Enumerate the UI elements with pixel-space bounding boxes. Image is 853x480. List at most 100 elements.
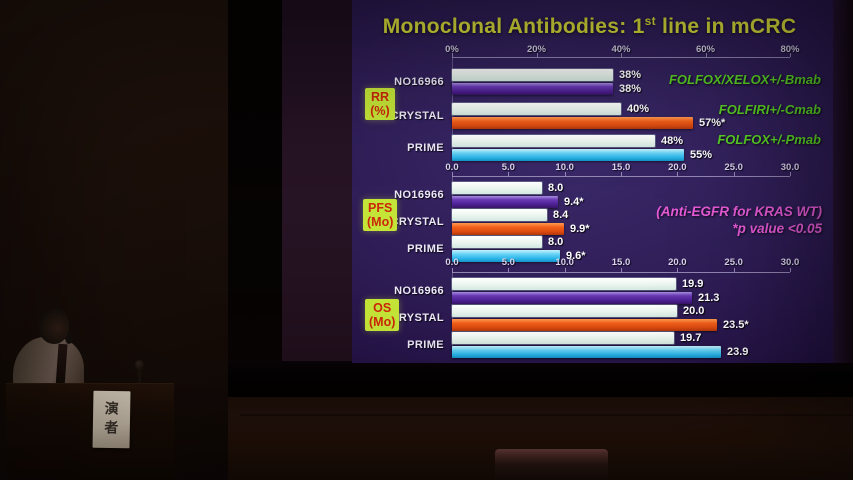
slide-title-superscript: st	[644, 14, 656, 28]
axis-tick-label-rr: 40%	[611, 44, 631, 55]
axis-tick-label-rr: 80%	[780, 44, 800, 55]
axis-tick-label-os: 5.0	[501, 257, 515, 268]
podium: 演者	[6, 383, 174, 480]
category-label-rr-prime: PRIME	[407, 142, 444, 154]
screen-right-shadow	[833, 0, 853, 363]
value-label-rr-no16966-2: 38%	[619, 83, 642, 95]
bar-pfs-crystal-1	[452, 209, 547, 221]
axis-tick-mark-pfs	[733, 172, 735, 176]
value-label-os-no16966-1: 19.9	[682, 278, 704, 290]
screen-bottom-shadow	[228, 361, 853, 397]
value-label-os-no16966-2: 21.3	[698, 292, 720, 304]
axis-tick-mark-os	[790, 268, 791, 272]
axis-tick-label-rr: 20%	[526, 44, 547, 55]
category-label-os-prime: PRIME	[407, 339, 444, 351]
axis-line-pfs	[452, 176, 790, 177]
axis-line-rr	[452, 57, 790, 58]
axis-tick-label-os: 25.0	[724, 257, 743, 268]
axis-tick-mark-pfs	[621, 172, 622, 176]
bar-rr-prime-1	[452, 135, 655, 147]
speaker-body	[13, 337, 84, 388]
slide-title-text: Monoclonal Antibodies: 1	[382, 15, 645, 38]
bar-os-no16966-1	[452, 278, 676, 290]
value-label-rr-no16966-1: 38%	[619, 69, 642, 81]
axis-tick-mark-os	[677, 268, 679, 272]
axis-line-os	[452, 272, 790, 273]
screen-left-shadow	[228, 0, 282, 402]
bar-pfs-no16966-2	[452, 196, 558, 208]
note-p-value: *p value <0.05	[732, 221, 822, 236]
axis-tick-label-pfs: 15.0	[611, 162, 631, 173]
axis-tick-mark-os	[508, 268, 510, 272]
value-label-pfs-prime-2: 9.6*	[566, 250, 586, 262]
axis-tick-mark-os	[452, 268, 453, 272]
axis-tick-mark-rr	[452, 53, 453, 57]
axis-tick-mark-rr	[790, 53, 791, 57]
category-label-rr-crystal: CRYSTAL	[390, 110, 444, 122]
bar-pfs-no16966-1	[452, 182, 542, 194]
bar-pfs-prime-1	[452, 236, 542, 248]
equipment-box	[495, 449, 608, 480]
slide-title: Monoclonal Antibodies: 1st line in mCRC	[352, 14, 827, 39]
podium-sign-text: 演者	[103, 400, 120, 439]
bar-os-crystal-1	[452, 305, 677, 317]
bar-pfs-prime-2	[452, 250, 560, 262]
speaker-head	[38, 306, 69, 344]
value-label-pfs-crystal-1: 8.4	[553, 209, 569, 221]
category-label-pfs-crystal: CRYSTAL	[390, 216, 444, 228]
axis-tick-label-pfs: 30.0	[780, 162, 800, 173]
axis-tick-mark-os	[733, 268, 735, 272]
trial-regimen-label-pmab: FOLFOX+/-Pmab	[717, 132, 821, 147]
wall-seam	[240, 414, 853, 416]
value-label-pfs-no16966-2: 9.4*	[564, 196, 584, 208]
note-anti-egfr: (Anti-EGFR for KRAS WT)	[656, 204, 822, 219]
slide-title-text-tail: line in mCRC	[655, 15, 797, 38]
value-label-rr-crystal-1: 40%	[627, 103, 650, 115]
axis-tick-label-pfs: 10.0	[555, 162, 574, 173]
value-label-os-prime-1: 19.7	[680, 332, 702, 344]
trial-regimen-label-cmab: FOLFIRI+/-Cmab	[718, 102, 821, 117]
bar-os-no16966-2	[452, 292, 692, 304]
group-label-os-line2: (Mo)	[369, 315, 396, 329]
group-label-rr-line1: RR	[370, 90, 390, 104]
podium-microphone-icon	[135, 360, 144, 370]
axis-tick-label-pfs: 0.0	[445, 162, 459, 173]
bar-rr-crystal-2	[452, 117, 693, 129]
axis-tick-mark-os	[564, 268, 566, 272]
group-label-pfs-line2: (Mo)	[367, 215, 394, 229]
projector-spill-strip	[282, 0, 352, 363]
value-label-pfs-no16966-1: 8.0	[548, 182, 564, 194]
category-label-os-crystal: CRYSTAL	[390, 312, 444, 324]
bar-os-prime-1	[452, 332, 674, 344]
axis-tick-label-os: 15.0	[611, 257, 631, 268]
axis-tick-label-pfs: 20.0	[668, 162, 687, 173]
axis-tick-label-rr: 60%	[695, 44, 716, 55]
bar-rr-no16966-1	[452, 69, 613, 81]
category-label-pfs-no16966: NO16966	[394, 189, 444, 201]
bar-os-prime-2	[452, 346, 721, 358]
axis-tick-label-rr: 0%	[445, 44, 459, 55]
group-label-rr: RR (%)	[365, 88, 395, 120]
category-label-rr-no16966: NO16966	[394, 76, 444, 88]
bar-rr-prime-2	[452, 149, 684, 161]
axis-tick-label-pfs: 5.0	[501, 162, 515, 173]
group-label-pfs: PFS (Mo)	[363, 199, 398, 231]
category-label-os-no16966: NO16966	[394, 285, 444, 297]
axis-tick-label-os: 20.0	[668, 257, 687, 268]
group-label-pfs-line1: PFS	[368, 201, 393, 215]
axis-tick-mark-rr	[621, 53, 622, 57]
group-label-os-line1: OS	[373, 301, 392, 315]
bar-rr-crystal-1	[452, 103, 621, 115]
axis-tick-mark-pfs	[452, 172, 453, 176]
trial-regimen-label-bmab: FOLFOX/XELOX+/-Bmab	[668, 72, 821, 87]
axis-tick-label-os: 0.0	[445, 257, 459, 268]
axis-tick-mark-os	[621, 268, 622, 272]
bar-os-crystal-2	[452, 319, 717, 331]
podium-microphone-stem	[138, 369, 141, 385]
axis-tick-label-os: 30.0	[780, 257, 800, 268]
bar-rr-no16966-2	[452, 83, 613, 95]
axis-tick-mark-pfs	[564, 172, 566, 176]
axis-tick-mark-pfs	[677, 172, 679, 176]
value-label-os-prime-2: 23.9	[727, 346, 749, 358]
